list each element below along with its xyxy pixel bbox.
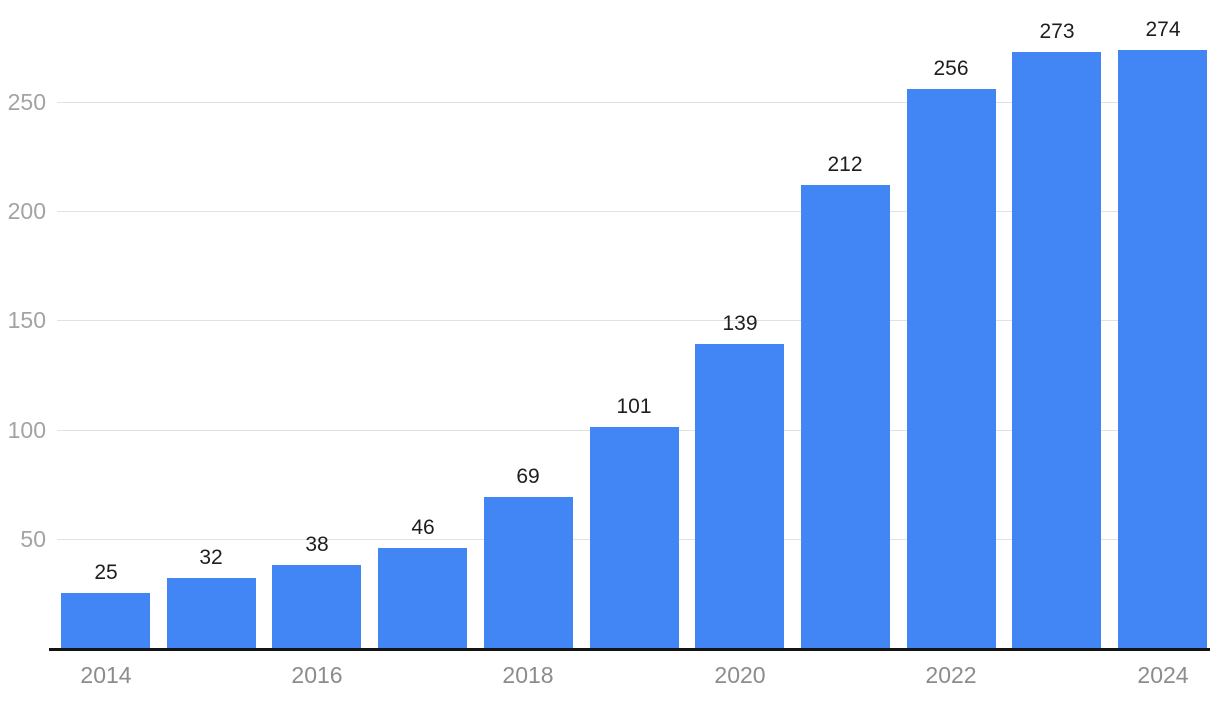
bar-value-label: 274 [1145, 18, 1181, 41]
y-axis-tick-label: 200 [7, 198, 46, 224]
bar [695, 344, 784, 648]
bar [484, 497, 573, 648]
x-axis-tick-label: 2016 [291, 662, 343, 688]
bar [907, 89, 996, 648]
bar-value-label: 69 [516, 465, 540, 488]
bar-value-label: 212 [827, 153, 863, 176]
x-axis-tick-label: 2018 [502, 662, 554, 688]
bar [590, 427, 679, 648]
x-axis-tick-label: 2022 [925, 662, 977, 688]
bar-value-label: 139 [722, 312, 758, 335]
bar [378, 548, 467, 648]
bar-value-label: 46 [411, 516, 435, 539]
y-axis-tick-label: 250 [7, 89, 46, 115]
gridline [57, 211, 1206, 212]
gridline [57, 320, 1206, 321]
bar-value-label: 32 [199, 546, 223, 569]
bar [1118, 50, 1207, 648]
y-axis-tick-label: 150 [7, 307, 46, 333]
bar [167, 578, 256, 648]
bar-value-label: 38 [305, 533, 329, 556]
y-axis-tick-label: 50 [20, 526, 46, 552]
bar [801, 185, 890, 648]
bar [61, 593, 150, 648]
x-axis-line [49, 648, 1210, 651]
bar-value-label: 256 [933, 57, 969, 80]
x-axis-tick-label: 2024 [1137, 662, 1189, 688]
bar-value-label: 273 [1039, 20, 1075, 43]
gridline [57, 102, 1206, 103]
bar-value-label: 101 [616, 395, 652, 418]
x-axis-tick-label: 2014 [80, 662, 132, 688]
bar [272, 565, 361, 648]
bar [1012, 52, 1101, 648]
bar-value-label: 25 [94, 561, 118, 584]
y-axis-tick-label: 100 [7, 417, 46, 443]
x-axis-tick-label: 2020 [714, 662, 766, 688]
